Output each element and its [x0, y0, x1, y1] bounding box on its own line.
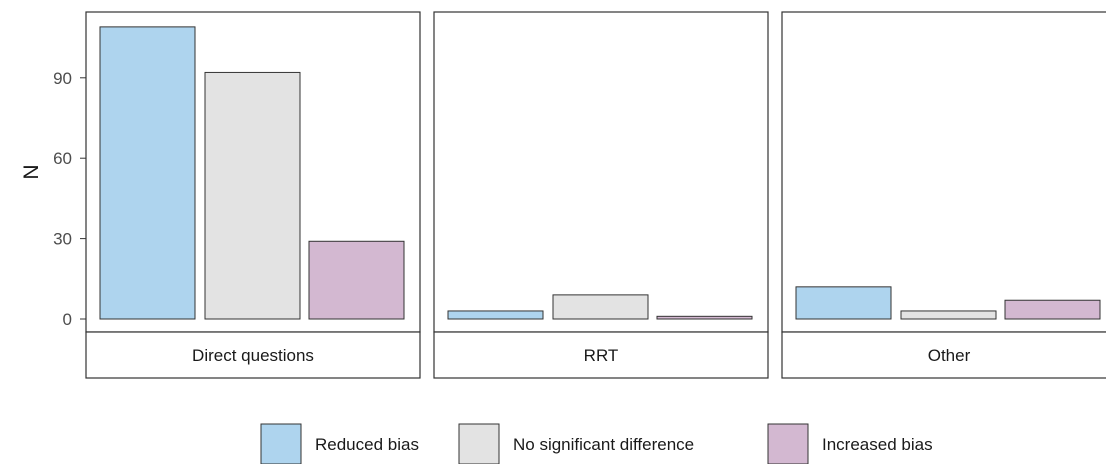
facet-label: Direct questions: [192, 346, 314, 365]
bar-reduced-bias: [99, 26, 196, 320]
bar-increased-bias: [1004, 299, 1101, 320]
facet-strip: [433, 331, 769, 379]
facet-strip: [781, 331, 1106, 379]
legend-key: [260, 423, 302, 465]
bar-no-significant-difference: [900, 310, 997, 320]
bar-increased-bias: [308, 240, 405, 320]
legend-key: [767, 423, 809, 465]
facet-strip: [85, 331, 421, 379]
legend-label: Reduced bias: [315, 435, 419, 454]
y-tick-label: 60: [53, 149, 72, 168]
y-tick-label: 0: [63, 310, 72, 329]
bar-reduced-bias: [447, 310, 544, 320]
y-tick-label: 30: [53, 230, 72, 249]
y-axis-title: N: [20, 164, 43, 179]
legend-key: [458, 423, 500, 465]
facet-label: RRT: [584, 346, 619, 365]
bar-no-significant-difference: [204, 71, 301, 320]
legend-label: No significant difference: [513, 435, 694, 454]
bar-reduced-bias: [795, 286, 892, 320]
panel-2: [433, 11, 769, 333]
facet-label: Other: [928, 346, 971, 365]
bar-no-significant-difference: [552, 294, 649, 320]
panel-3: [781, 11, 1106, 333]
legend-label: Increased bias: [822, 435, 933, 454]
bar-increased-bias: [656, 315, 753, 320]
y-tick-label: 90: [53, 69, 72, 88]
